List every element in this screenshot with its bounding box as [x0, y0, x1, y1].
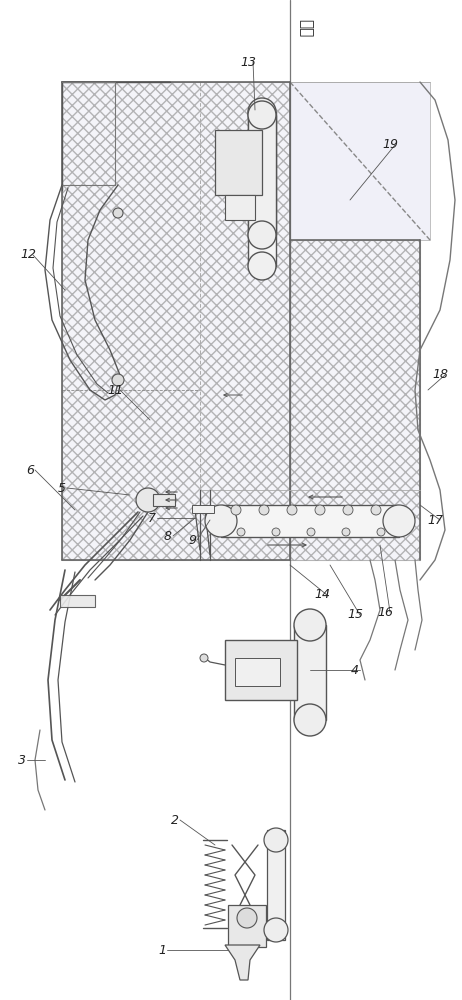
Circle shape: [377, 528, 385, 536]
Circle shape: [237, 908, 257, 928]
Circle shape: [343, 505, 353, 515]
Text: 18: 18: [432, 368, 448, 381]
Text: 12: 12: [20, 248, 36, 261]
Text: 1: 1: [158, 944, 166, 956]
Bar: [192, 505, 214, 513]
Text: 17: 17: [427, 514, 443, 526]
Bar: [294, 625, 326, 720]
Polygon shape: [290, 240, 420, 560]
Circle shape: [307, 528, 315, 536]
Circle shape: [294, 609, 326, 641]
Text: 11: 11: [107, 383, 123, 396]
Circle shape: [264, 918, 288, 942]
Circle shape: [200, 654, 208, 662]
Circle shape: [287, 505, 297, 515]
Circle shape: [248, 252, 276, 280]
Circle shape: [264, 828, 288, 852]
Circle shape: [237, 528, 245, 536]
Circle shape: [205, 505, 237, 537]
Bar: [248, 112, 276, 266]
Text: 13: 13: [240, 55, 256, 68]
Text: 16: 16: [377, 605, 393, 618]
Bar: [153, 494, 175, 506]
Bar: [221, 505, 399, 537]
Text: 14: 14: [314, 588, 330, 601]
Circle shape: [136, 488, 160, 512]
Bar: [215, 130, 262, 195]
Circle shape: [248, 98, 276, 126]
Text: 4: 4: [351, 664, 359, 676]
Circle shape: [248, 101, 276, 129]
Bar: [235, 658, 280, 686]
Bar: [225, 195, 255, 220]
Text: 19: 19: [382, 138, 398, 151]
Text: 8: 8: [164, 530, 172, 542]
Text: 地面: 地面: [298, 19, 314, 37]
Polygon shape: [290, 82, 430, 240]
Text: 15: 15: [347, 608, 363, 621]
Polygon shape: [62, 82, 290, 560]
Bar: [225, 640, 297, 700]
Circle shape: [294, 704, 326, 736]
Polygon shape: [225, 945, 260, 980]
Text: 9: 9: [188, 534, 196, 546]
Circle shape: [272, 528, 280, 536]
Circle shape: [259, 505, 269, 515]
Circle shape: [112, 374, 124, 386]
Circle shape: [113, 208, 123, 218]
Circle shape: [315, 505, 325, 515]
Circle shape: [231, 505, 241, 515]
Text: 2: 2: [171, 814, 179, 826]
Circle shape: [383, 505, 415, 537]
Bar: [267, 830, 285, 940]
Text: 6: 6: [26, 464, 34, 477]
Circle shape: [371, 505, 381, 515]
Bar: [248, 115, 276, 235]
Bar: [60, 595, 95, 607]
Text: 7: 7: [148, 512, 156, 524]
Bar: [228, 905, 266, 947]
Text: 5: 5: [58, 482, 66, 494]
Text: 3: 3: [18, 754, 26, 766]
Circle shape: [248, 221, 276, 249]
Circle shape: [342, 528, 350, 536]
